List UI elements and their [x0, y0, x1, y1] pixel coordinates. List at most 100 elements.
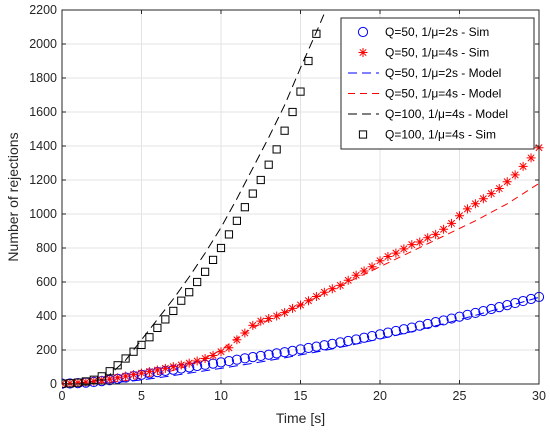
- data-point: [423, 233, 433, 243]
- data-point: [359, 266, 369, 276]
- x-tick-label: 15: [294, 389, 308, 403]
- series-markers-1: [62, 143, 544, 388]
- data-point: [430, 317, 441, 328]
- data-point: [319, 287, 329, 297]
- data-point: [415, 237, 425, 247]
- data-point: [359, 332, 370, 343]
- data-point: [232, 216, 242, 225]
- data-point: [462, 204, 472, 214]
- data-point: [486, 303, 497, 315]
- data-point: [296, 300, 305, 310]
- data-point: [494, 184, 504, 193]
- data-point: [526, 153, 536, 163]
- data-point: [486, 189, 496, 199]
- data-point: [224, 343, 234, 353]
- data-point: [518, 295, 529, 307]
- data-point: [224, 230, 234, 239]
- data-point: [121, 371, 131, 381]
- data-point: [502, 300, 513, 311]
- plot-data: [62, 13, 545, 389]
- data-point: [105, 374, 115, 384]
- series-markers-5: [62, 29, 321, 388]
- legend-label: Q=50, 1/μ=2s - Sim: [385, 25, 489, 39]
- data-point: [462, 309, 473, 320]
- data-point: [200, 354, 210, 363]
- data-point: [398, 324, 409, 335]
- data-point: [89, 376, 99, 386]
- data-point: [223, 355, 235, 367]
- data-point: [303, 342, 314, 354]
- data-point: [382, 327, 394, 338]
- data-point: [248, 320, 258, 330]
- legend-label: Q=100, 1/μ=4s - Sim: [385, 128, 496, 142]
- data-point: [439, 224, 449, 234]
- y-tick-label: 1600: [29, 105, 57, 119]
- data-point: [431, 229, 441, 239]
- data-point: [137, 368, 146, 378]
- data-point: [193, 277, 202, 287]
- data-point: [240, 328, 250, 338]
- data-point: [113, 373, 123, 383]
- data-point: [280, 308, 290, 318]
- data-point: [248, 189, 257, 198]
- legend-label: Q=50, 1/μ=4s - Sim: [385, 46, 489, 60]
- data-point: [160, 363, 170, 373]
- data-point: [335, 280, 345, 290]
- data-point: [201, 267, 210, 276]
- legend-swatch: [357, 26, 369, 38]
- data-point: [168, 362, 178, 372]
- data-point: [232, 335, 242, 345]
- legend-swatch: [358, 130, 368, 139]
- y-tick-label: 800: [36, 241, 57, 255]
- data-point: [327, 284, 337, 294]
- data-point: [454, 311, 465, 322]
- data-point: [169, 306, 178, 315]
- data-point: [263, 349, 274, 360]
- data-point: [367, 262, 377, 272]
- legend: Q=50, 1/μ=2s - Sim Q=50, 1/μ=4s - Sim Q=50…: [340, 17, 535, 150]
- data-point: [438, 315, 449, 326]
- data-point: [470, 199, 480, 209]
- data-point: [113, 361, 122, 370]
- x-tick-label: 20: [373, 389, 387, 403]
- data-point: [525, 293, 537, 305]
- data-point: [502, 177, 512, 187]
- data-point: [192, 356, 202, 366]
- data-point: [422, 318, 433, 330]
- data-point: [208, 255, 218, 264]
- data-point: [351, 270, 361, 280]
- data-point: [518, 161, 528, 171]
- data-point: [271, 348, 282, 359]
- data-point: [494, 302, 505, 313]
- data-point: [184, 358, 194, 368]
- x-tick-label: 30: [532, 389, 546, 403]
- x-tick-label: 10: [214, 389, 228, 403]
- data-point: [73, 378, 83, 388]
- data-point: [470, 307, 481, 319]
- series-line-2: [62, 296, 540, 385]
- data-point: [312, 29, 321, 38]
- data-point: [177, 296, 186, 305]
- data-point: [280, 126, 289, 135]
- data-point: [231, 354, 242, 365]
- data-point: [510, 170, 520, 180]
- legend-entry: Q=50, 1/μ=2s - Model: [348, 66, 501, 80]
- data-point: [311, 291, 321, 301]
- data-point: [121, 354, 130, 363]
- data-point: [279, 347, 290, 358]
- data-point: [407, 240, 417, 250]
- legend-box: [340, 17, 535, 150]
- data-point: [65, 379, 75, 388]
- data-point: [287, 345, 298, 356]
- y-tick-label: 400: [36, 309, 57, 323]
- data-point: [73, 378, 83, 387]
- data-point: [256, 316, 266, 326]
- x-tick-label: 0: [59, 389, 66, 403]
- data-point: [97, 372, 106, 381]
- data-point: [366, 330, 378, 342]
- x-tick-label: 5: [138, 389, 145, 403]
- legend-entry: Q=50, 1/μ=4s - Sim: [358, 46, 489, 60]
- data-point: [256, 175, 265, 185]
- data-point: [510, 297, 521, 309]
